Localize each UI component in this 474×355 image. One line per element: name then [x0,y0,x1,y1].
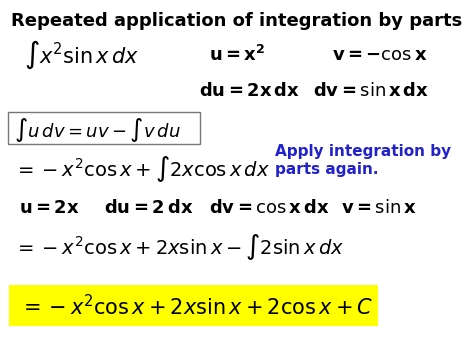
Text: Repeated application of integration by parts: Repeated application of integration by p… [11,12,463,31]
Text: $\mathbf{dv = \cos x\,dx}$: $\mathbf{dv = \cos x\,dx}$ [209,199,329,217]
Text: $= -x^2 \cos x + 2x \sin x + 2\cos x + C$: $= -x^2 \cos x + 2x \sin x + 2\cos x + C… [19,295,373,320]
Text: Apply integration by
parts again.: Apply integration by parts again. [275,144,451,177]
Text: $\mathbf{u = x^2}$: $\mathbf{u = x^2}$ [209,45,265,65]
Text: $\mathbf{v = {-}\cos x}$: $\mathbf{v = {-}\cos x}$ [332,46,427,64]
Text: $\mathbf{u = 2x}$: $\mathbf{u = 2x}$ [19,199,80,217]
FancyBboxPatch shape [8,112,200,144]
Text: $\mathbf{v = \sin x}$: $\mathbf{v = \sin x}$ [341,199,417,217]
Text: $\mathbf{dv = \sin x\,dx}$: $\mathbf{dv = \sin x\,dx}$ [313,82,429,99]
Text: $= -x^2 \cos x + 2x \sin x - \int 2 \sin x\,dx$: $= -x^2 \cos x + 2x \sin x - \int 2 \sin… [14,232,345,262]
Text: $\int x^2 \sin x\, dx$: $\int x^2 \sin x\, dx$ [24,39,139,71]
Text: $\int u\,dv = uv - \int v\,du$: $\int u\,dv = uv - \int v\,du$ [14,116,181,143]
Text: $\mathbf{du = 2x\,dx}$: $\mathbf{du = 2x\,dx}$ [199,82,300,99]
Text: $= -x^2 \cos x + \int 2x \cos x\,dx$: $= -x^2 \cos x + \int 2x \cos x\,dx$ [14,154,270,184]
Bar [9,285,378,326]
Text: $\mathbf{du = 2\,dx}$: $\mathbf{du = 2\,dx}$ [104,199,194,217]
